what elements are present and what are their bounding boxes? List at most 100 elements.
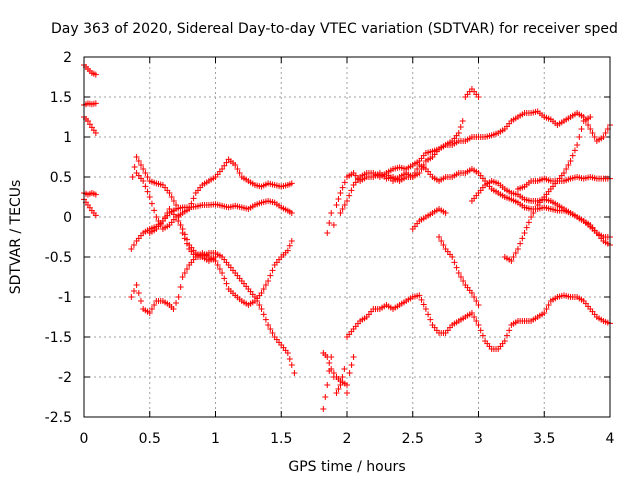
data-point-marker: [503, 332, 510, 339]
data-point-marker: [92, 100, 99, 107]
x-tick-label: 2.5: [402, 431, 424, 447]
data-point-marker: [512, 250, 519, 256]
data-point-marker: [341, 202, 348, 208]
data-point-marker: [326, 220, 333, 226]
y-tick-label: -1.5: [45, 330, 72, 346]
data-point-marker: [84, 118, 91, 124]
series-s15: [344, 292, 613, 352]
data-point-marker: [600, 134, 607, 140]
data-point-marker: [324, 354, 331, 360]
data-point-marker: [181, 270, 188, 276]
data-point-marker: [179, 274, 186, 280]
data-point-marker: [262, 282, 269, 288]
data-point-marker: [523, 224, 530, 231]
data-point-marker: [411, 170, 418, 176]
data-point-marker: [177, 222, 184, 228]
data-point-marker: [324, 230, 331, 236]
data-point-marker: [159, 218, 166, 224]
data-point-marker: [335, 196, 342, 202]
data-point-marker: [328, 366, 335, 372]
data-point-marker: [514, 246, 521, 252]
data-point-marker: [284, 247, 291, 254]
x-tick-label: 0: [80, 431, 89, 447]
data-point-marker: [131, 164, 138, 170]
data-point-marker: [560, 170, 567, 176]
data-point-marker: [137, 298, 144, 304]
data-point-marker: [346, 192, 353, 199]
data-point-marker: [333, 390, 340, 396]
data-point-marker: [545, 302, 552, 308]
data-point-marker: [344, 382, 350, 388]
data-point-marker: [221, 162, 228, 169]
data-point-marker: [135, 158, 142, 164]
data-point-marker: [591, 134, 598, 140]
data-point-marker: [510, 254, 517, 260]
data-point-marker: [451, 259, 458, 266]
data-point-marker: [86, 121, 93, 128]
data-point-marker: [530, 210, 537, 216]
data-point-marker: [457, 274, 464, 280]
data-point-marker: [460, 278, 467, 284]
data-point-marker: [475, 302, 482, 308]
data-point-marker: [146, 194, 153, 200]
data-point-marker: [475, 322, 482, 328]
data-point-marker: [479, 332, 486, 339]
data-point-marker: [339, 374, 346, 380]
data-point-marker: [574, 142, 581, 148]
series-s19: [468, 178, 613, 240]
data-point-marker: [453, 264, 460, 271]
series-s12: [320, 350, 350, 388]
data-point-marker: [344, 198, 350, 204]
series-s14: [337, 108, 613, 216]
data-point-marker: [602, 130, 609, 136]
data-point-marker: [528, 214, 535, 220]
data-point-marker: [339, 184, 346, 191]
data-point-marker: [508, 258, 515, 264]
data-point-marker: [133, 282, 140, 288]
data-point-marker: [212, 254, 219, 260]
data-point-marker: [521, 230, 528, 236]
y-tick-label: -2.5: [45, 410, 72, 426]
data-point-marker: [587, 114, 594, 120]
data-point-marker: [221, 275, 228, 282]
data-point-marker: [425, 311, 432, 318]
data-point-marker: [223, 159, 230, 166]
x-tick-labels: 0 0.5 1 1.5 2 2.5 3 3.5 4: [80, 431, 615, 447]
data-point-marker: [184, 266, 191, 272]
data-point-marker: [186, 206, 193, 212]
data-point-marker: [506, 327, 513, 334]
data-point-marker: [92, 212, 99, 219]
data-point-marker: [328, 210, 335, 216]
data-point-marker: [330, 370, 337, 376]
data-point-marker: [170, 198, 177, 204]
data-point-marker: [269, 267, 276, 274]
data-point-marker: [148, 200, 155, 207]
data-point-marker: [142, 183, 149, 190]
data-point-marker: [468, 290, 475, 296]
data-point-marker: [135, 290, 142, 296]
data-point-marker: [335, 386, 342, 392]
data-point-marker: [140, 178, 147, 184]
data-point-marker: [414, 166, 421, 172]
chart-title: Day 363 of 2020, Sidereal Day-to-day VTE…: [51, 21, 618, 37]
data-point-marker: [133, 154, 140, 160]
data-point-marker: [214, 262, 221, 268]
data-point-marker: [567, 158, 574, 164]
data-point-marker: [170, 306, 177, 312]
x-tick-label: 4: [606, 431, 615, 447]
data-point-marker: [326, 360, 333, 366]
data-point-marker: [468, 310, 475, 316]
x-tick-label: 0.5: [139, 431, 161, 447]
data-point-marker: [286, 242, 293, 249]
data-point-marker: [140, 166, 147, 172]
data-point-marker: [330, 222, 337, 228]
data-point-marker: [291, 370, 298, 376]
series-s21: [514, 174, 613, 192]
series-s3: [81, 114, 99, 136]
data-point-marker: [322, 394, 329, 400]
y-tick-label: 0.5: [50, 170, 72, 186]
data-point-marker: [162, 214, 169, 220]
series-s8: [128, 238, 295, 316]
data-point-marker: [92, 130, 99, 136]
